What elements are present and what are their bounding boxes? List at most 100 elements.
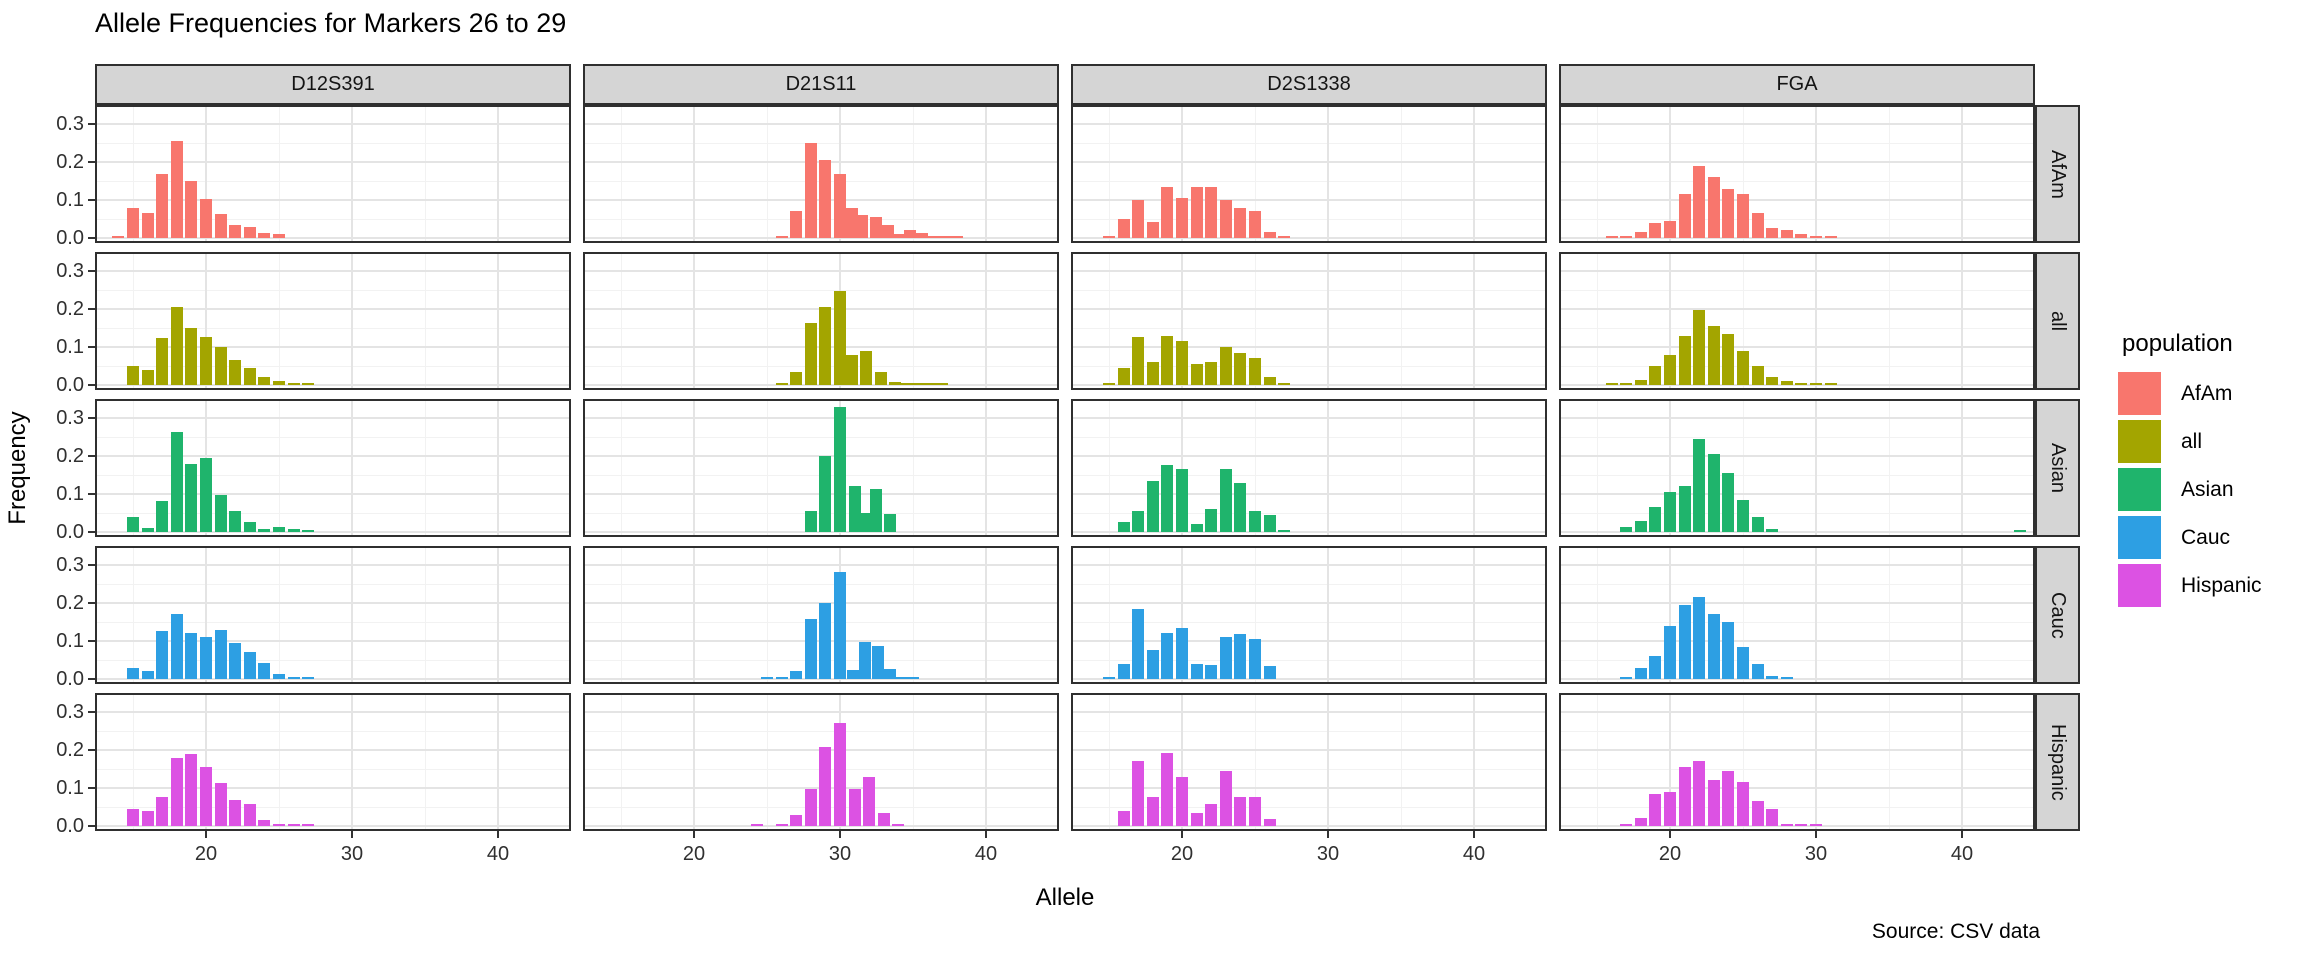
bar-D2S1338-AfAm-26: [1263, 232, 1276, 238]
gridline-y-minor: [1561, 622, 2033, 623]
bar-D21S11-AfAm-26: [775, 236, 788, 238]
bar-D2S1338-AfAm-21: [1190, 187, 1203, 238]
y-tick-label: 0.2: [56, 739, 84, 761]
y-tick-label: 0.2: [56, 592, 84, 614]
bar-FGA-Asian-18: [1634, 521, 1647, 532]
bar-D2S1338-Asian-26: [1263, 515, 1276, 532]
gridline-x-major: [984, 695, 987, 829]
y-tick-mark: [88, 825, 95, 827]
gridline-x-minor: [424, 107, 426, 241]
facet-row-strip-afam: AfAm: [2035, 105, 2080, 243]
gridline-x-major: [496, 107, 499, 241]
gridline-x-minor: [132, 254, 134, 388]
bar-D2S1338-Cauc-23: [1219, 637, 1232, 679]
x-tick-label: 30: [1316, 843, 1340, 865]
legend-key-all: [2118, 420, 2161, 463]
panel-FGA-all: [1559, 252, 2035, 390]
gridline-y-major: [1561, 308, 2033, 310]
gridline-y-major: [97, 640, 569, 642]
bar-D12S391-Cauc-15: [126, 668, 139, 679]
bar-FGA-Cauc-26: [1751, 664, 1764, 679]
gridline-y-minor: [585, 143, 1057, 144]
gridline-y-major: [1073, 199, 1545, 201]
bar-D21S11-Hispanic-34: [892, 824, 905, 826]
gridline-y-major: [1561, 749, 2033, 751]
bar-FGA-AfAm-20: [1663, 221, 1676, 238]
bar-FGA-all-28: [1780, 381, 1793, 385]
gridline-y-major: [1561, 346, 2033, 348]
gridline-x-minor: [1108, 548, 1110, 682]
gridline-y-minor: [1073, 219, 1545, 220]
bar-D21S11-AfAm-38: [950, 236, 963, 238]
y-tick-mark: [88, 711, 95, 713]
x-tick-label: 40: [1950, 843, 1974, 865]
gridline-x-minor: [278, 254, 280, 388]
gridline-y-minor: [1561, 290, 2033, 291]
bar-D12S391-Asian-27: [302, 530, 315, 532]
panel-D21S11-Cauc: [583, 546, 1059, 684]
panel-D12S391-AfAm: [95, 105, 571, 243]
bar-D21S11-Cauc-30: [833, 572, 846, 679]
bar-FGA-Asian-22: [1693, 439, 1706, 532]
gridline-y-major: [1561, 123, 2033, 125]
gridline-x-major: [1668, 254, 1671, 388]
gridline-x-minor: [1888, 254, 1890, 388]
bar-D12S391-AfAm-19: [185, 181, 198, 238]
bar-D21S11-Asian-29: [819, 456, 832, 532]
gridline-y-minor: [1073, 622, 1545, 623]
bar-FGA-Cauc-27: [1766, 676, 1779, 679]
gridline-y-major: [97, 270, 569, 272]
bar-FGA-Asian-20: [1663, 492, 1676, 532]
gridline-x-major: [1472, 695, 1475, 829]
gridline-x-minor: [912, 548, 914, 682]
gridline-x-major: [1472, 254, 1475, 388]
y-tick-label: 0.3: [56, 407, 84, 429]
bar-D2S1338-all-27: [1278, 383, 1291, 385]
gridline-x-minor: [1742, 401, 1744, 535]
bar-D12S391-AfAm-15: [126, 208, 139, 238]
gridline-x-major: [692, 107, 695, 241]
bar-D2S1338-all-26: [1263, 377, 1276, 385]
gridline-x-minor: [1888, 548, 1890, 682]
bar-D2S1338-all-23: [1219, 347, 1232, 385]
panel-D2S1338-AfAm: [1071, 105, 1547, 243]
bar-D2S1338-Hispanic-22: [1205, 804, 1218, 826]
bar-D12S391-AfAm-14: [112, 236, 125, 238]
bar-D2S1338-Hispanic-19: [1161, 753, 1174, 826]
bar-D21S11-Cauc-28: [804, 619, 817, 679]
gridline-y-minor: [1561, 584, 2033, 585]
bar-D2S1338-Hispanic-20: [1175, 777, 1188, 826]
gridline-y-major: [1073, 678, 1545, 680]
gridline-x-major: [1326, 254, 1329, 388]
gridline-x-minor: [424, 695, 426, 829]
x-tick-label: 20: [1658, 843, 1682, 865]
gridline-x-minor: [1400, 548, 1402, 682]
gridline-y-major: [1561, 825, 2033, 827]
bar-D2S1338-Cauc-17: [1132, 609, 1145, 679]
gridline-x-minor: [766, 695, 768, 829]
gridline-x-major: [350, 548, 353, 682]
bar-D2S1338-Asian-21: [1190, 524, 1203, 532]
gridline-x-major: [1472, 107, 1475, 241]
bar-FGA-AfAm-19: [1649, 223, 1662, 238]
gridline-y-minor: [1073, 584, 1545, 585]
gridline-y-minor: [1561, 475, 2033, 476]
gridline-x-minor: [912, 695, 914, 829]
gridline-y-major: [585, 531, 1057, 533]
bar-D12S391-all-27: [302, 383, 315, 385]
bar-D21S11-Hispanic-24.3: [750, 824, 763, 826]
bar-D2S1338-all-17: [1132, 337, 1145, 385]
gridline-x-major: [1180, 401, 1183, 535]
gridline-y-minor: [1561, 513, 2033, 514]
bar-FGA-Asian-19: [1649, 507, 1662, 532]
gridline-y-major: [97, 308, 569, 310]
y-tick-label: 0.0: [56, 815, 84, 837]
gridline-y-major: [1073, 711, 1545, 713]
bar-D2S1338-all-21: [1190, 364, 1203, 385]
x-tick-label: 30: [1804, 843, 1828, 865]
gridline-y-major: [97, 161, 569, 163]
bar-D12S391-Hispanic-20: [199, 767, 212, 826]
gridline-x-minor: [1596, 107, 1598, 241]
bar-D21S11-AfAm-28: [804, 143, 817, 238]
bar-D12S391-AfAm-21: [214, 214, 227, 238]
